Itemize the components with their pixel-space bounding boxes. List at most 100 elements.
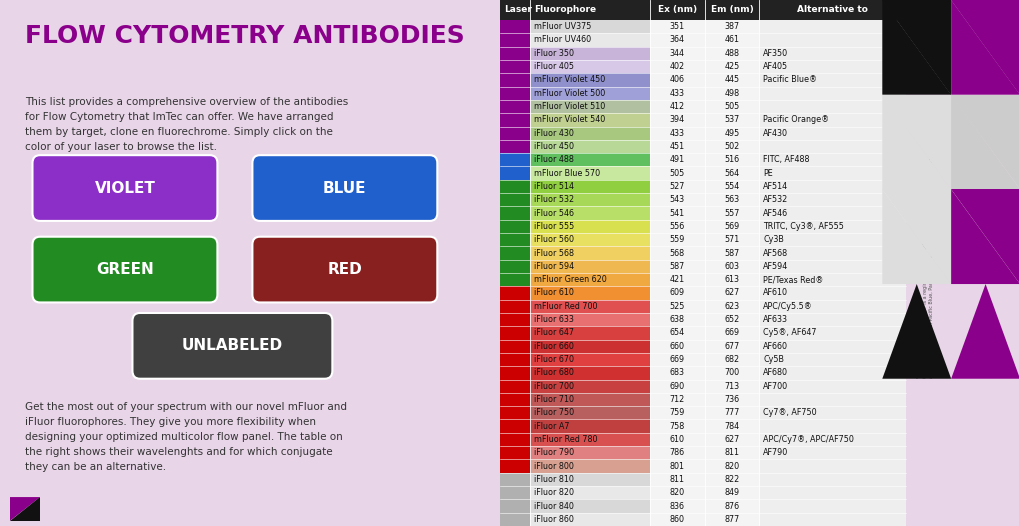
Bar <box>530 73 649 87</box>
Polygon shape <box>951 189 1019 284</box>
Text: iFluor 488: iFluor 488 <box>533 155 573 164</box>
Text: 571: 571 <box>723 235 739 244</box>
Text: AF514: AF514 <box>762 182 788 191</box>
Text: mFluor Violet 500: mFluor Violet 500 <box>533 89 604 98</box>
Bar <box>704 180 759 193</box>
FancyBboxPatch shape <box>252 237 437 302</box>
Text: 537: 537 <box>723 115 739 124</box>
Bar <box>499 473 530 526</box>
Text: mFluor Red 780: mFluor Red 780 <box>533 435 597 444</box>
Text: iFluor 568: iFluor 568 <box>533 248 574 258</box>
Text: v1, 2021
Cy2, Cy3, Cy5, Cy5.5 and Cy7 is a registered trademark of GE healthcare: v1, 2021 Cy2, Cy3, Cy5, Cy5.5 and Cy7 is… <box>915 148 933 378</box>
Text: iFluor 514: iFluor 514 <box>533 182 574 191</box>
Bar <box>530 127 649 140</box>
Bar <box>530 513 649 526</box>
Polygon shape <box>951 0 1019 95</box>
Text: AF405: AF405 <box>762 62 788 71</box>
Text: mFluor UV460: mFluor UV460 <box>533 35 590 45</box>
Bar <box>649 73 704 87</box>
Text: 786: 786 <box>669 448 684 457</box>
Text: 820: 820 <box>669 488 684 497</box>
Text: 777: 777 <box>723 408 739 417</box>
Bar <box>759 313 905 326</box>
Polygon shape <box>951 0 1019 95</box>
Text: 557: 557 <box>723 209 739 218</box>
Bar <box>649 380 704 393</box>
Polygon shape <box>881 95 951 189</box>
Bar <box>649 127 704 140</box>
Bar <box>759 446 905 459</box>
Text: 488: 488 <box>723 49 739 58</box>
Bar <box>649 260 704 273</box>
Bar <box>704 153 759 166</box>
Bar <box>649 113 704 127</box>
Text: iFluor 546: iFluor 546 <box>533 209 574 218</box>
Bar <box>499 180 530 286</box>
Bar <box>530 499 649 513</box>
Text: 568: 568 <box>669 248 684 258</box>
Bar <box>759 180 905 193</box>
Text: 660: 660 <box>669 342 684 351</box>
Bar <box>530 47 649 60</box>
Bar <box>759 60 905 73</box>
Text: 669: 669 <box>669 355 684 364</box>
Bar <box>530 153 649 166</box>
Bar <box>759 73 905 87</box>
Text: 652: 652 <box>723 315 739 324</box>
Bar <box>704 340 759 353</box>
Bar <box>649 486 704 499</box>
Text: iFluor 647: iFluor 647 <box>533 328 574 337</box>
Bar <box>759 193 905 206</box>
Text: 451: 451 <box>669 142 684 151</box>
Text: mFluor Red 700: mFluor Red 700 <box>533 302 597 311</box>
Bar <box>649 33 704 47</box>
Text: iFluor 560: iFluor 560 <box>533 235 574 244</box>
Bar <box>649 366 704 380</box>
Polygon shape <box>881 95 951 189</box>
Bar <box>704 73 759 87</box>
Bar <box>759 300 905 313</box>
Bar <box>649 193 704 206</box>
Bar <box>649 499 704 513</box>
Bar <box>704 87 759 100</box>
Bar <box>704 193 759 206</box>
Bar <box>649 166 704 180</box>
Bar <box>530 233 649 246</box>
Text: 713: 713 <box>723 382 739 391</box>
Bar <box>649 446 704 459</box>
Text: Cy5®, AF647: Cy5®, AF647 <box>762 328 816 337</box>
Bar <box>649 340 704 353</box>
Bar <box>530 380 649 393</box>
Bar <box>649 353 704 366</box>
Bar <box>530 313 649 326</box>
Polygon shape <box>881 0 951 95</box>
Text: 682: 682 <box>723 355 739 364</box>
Text: mFluor Blue 570: mFluor Blue 570 <box>533 169 599 178</box>
Bar <box>759 206 905 220</box>
Bar <box>530 140 649 153</box>
Text: 820: 820 <box>723 462 739 471</box>
Bar <box>530 113 649 127</box>
Text: iFluor 700: iFluor 700 <box>533 382 574 391</box>
Text: 502: 502 <box>723 142 739 151</box>
Text: 516: 516 <box>723 155 739 164</box>
Text: 541: 541 <box>669 209 684 218</box>
Bar <box>530 433 649 446</box>
Text: 849: 849 <box>723 488 739 497</box>
Text: 860: 860 <box>669 515 684 524</box>
Text: iFluor 532: iFluor 532 <box>533 195 574 204</box>
Bar <box>649 286 704 300</box>
Polygon shape <box>881 284 951 379</box>
Text: 421: 421 <box>669 275 684 284</box>
Text: 433: 433 <box>669 129 684 138</box>
Bar <box>530 100 649 113</box>
Text: GREEN: GREEN <box>96 262 154 277</box>
Bar <box>704 206 759 220</box>
Bar <box>759 273 905 286</box>
FancyBboxPatch shape <box>132 313 332 379</box>
Text: Fluorophore: Fluorophore <box>534 5 596 15</box>
Text: iFluor 840: iFluor 840 <box>533 501 573 511</box>
Bar <box>530 193 649 206</box>
Bar <box>704 459 759 473</box>
Text: Pacific Orange®: Pacific Orange® <box>762 115 828 124</box>
